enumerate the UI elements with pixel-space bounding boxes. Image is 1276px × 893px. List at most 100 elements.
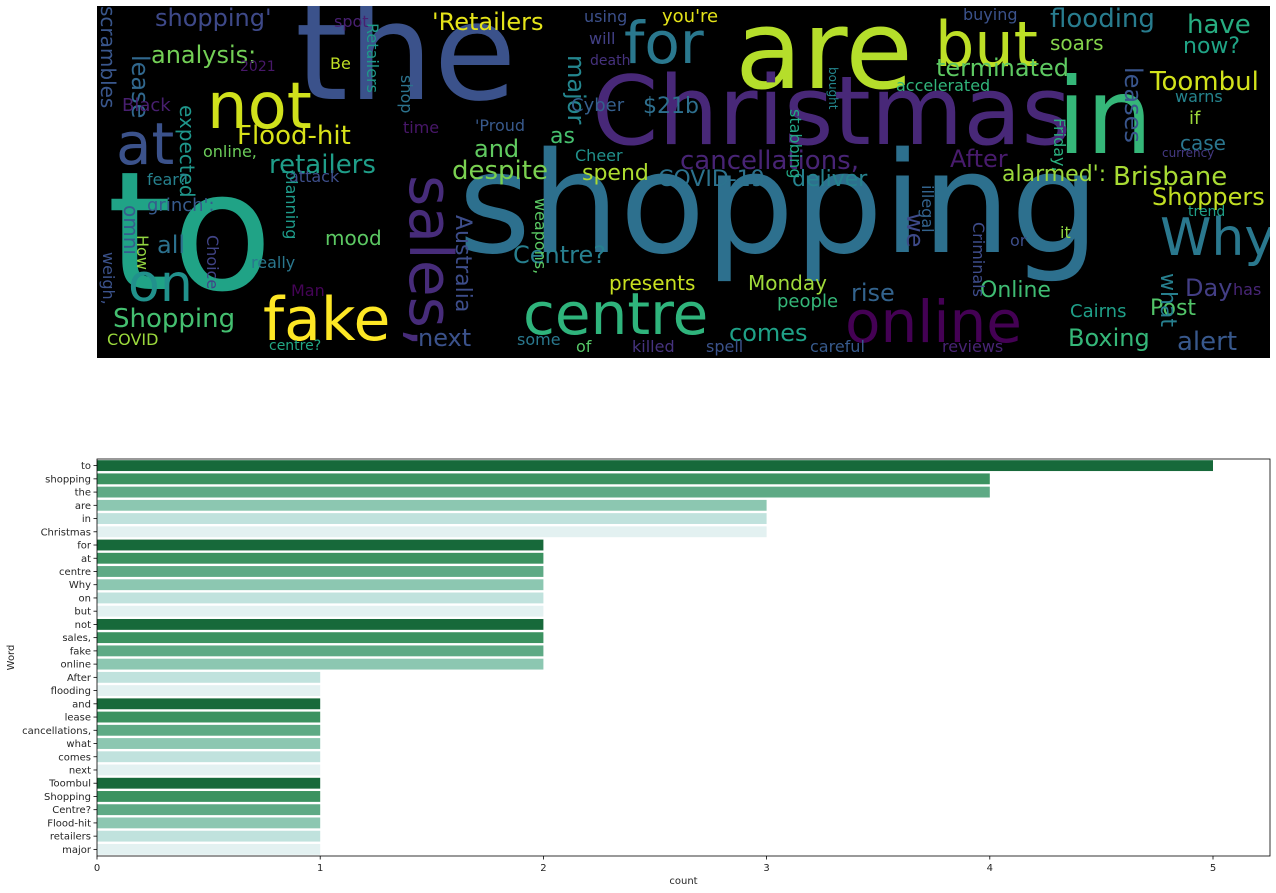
cloud-word: presents xyxy=(609,271,696,295)
cloud-word: Australia xyxy=(450,215,475,313)
cloud-word: How xyxy=(133,235,152,270)
cloud-word: online, xyxy=(203,142,257,161)
x-axis-label: count xyxy=(669,876,697,887)
y-tick-label: next xyxy=(69,765,91,776)
cloud-word: time xyxy=(403,118,440,137)
bar xyxy=(97,605,544,617)
bar xyxy=(97,671,321,683)
cloud-word: using xyxy=(584,7,628,26)
cloud-word: killed xyxy=(632,337,675,356)
cloud-word: Be xyxy=(330,54,351,73)
cloud-word: has xyxy=(1233,280,1262,299)
y-tick-label: After xyxy=(67,673,92,684)
cloud-word: shop xyxy=(397,75,416,114)
cloud-word: fear? xyxy=(147,170,188,189)
cloud-word: alert xyxy=(1177,327,1238,357)
cloud-word: despite xyxy=(452,156,548,186)
y-tick-label: centre xyxy=(59,567,91,578)
cloud-word: Shopping xyxy=(113,304,236,334)
y-tick-label: Christmas xyxy=(41,527,91,538)
cloud-word: buying xyxy=(963,6,1018,24)
y-tick-label: on xyxy=(79,593,91,604)
cloud-word: Christmas xyxy=(592,57,1071,167)
x-ticks: 0 1 2 3 4 5 xyxy=(94,856,1216,874)
bar xyxy=(97,804,321,816)
cloud-word: trend xyxy=(1188,204,1226,220)
cloud-word: Cairns xyxy=(1070,301,1127,322)
y-tick-label: to xyxy=(81,461,91,472)
x-tick-label: 3 xyxy=(763,863,769,874)
cloud-word: people xyxy=(777,291,839,312)
word-count-bar-chart: to shopping the are in Christmas for at centre Wh… xyxy=(6,458,1271,887)
y-axis-label: Word xyxy=(6,645,17,671)
cloud-word: scrambles xyxy=(97,6,120,109)
cloud-word: case xyxy=(1180,131,1226,155)
bar xyxy=(97,830,321,842)
y-tick-label: flooding xyxy=(51,686,91,697)
bar xyxy=(97,724,321,736)
cloud-word: on xyxy=(128,254,193,314)
bar xyxy=(97,566,544,577)
cloud-word: shopping' xyxy=(155,6,272,32)
cloud-word: Brisbane xyxy=(1113,162,1228,192)
cloud-word: COVID-19 xyxy=(658,167,765,192)
cloud-word: COVID xyxy=(107,330,159,349)
y-tick-label: in xyxy=(82,514,91,525)
y-tick-label: online xyxy=(60,660,91,671)
cloud-word: comes xyxy=(729,319,808,347)
cloud-word: Day xyxy=(1185,274,1233,302)
bar xyxy=(97,738,321,749)
cloud-word: 'Retailers xyxy=(432,8,544,36)
cloud-word: some xyxy=(517,330,561,349)
y-tick-label: Flood-hit xyxy=(47,818,91,829)
bar xyxy=(97,526,767,538)
cloud-word: to xyxy=(107,136,273,328)
cloud-word: Boxing xyxy=(1068,324,1150,352)
cloud-word: Toombul xyxy=(1150,67,1259,97)
y-tick-label: for xyxy=(77,541,92,552)
cloud-word: as xyxy=(550,124,575,149)
cloud-word: shopping xyxy=(458,123,1100,286)
cloud-word: in xyxy=(1057,56,1153,178)
y-tick-label: what xyxy=(66,739,91,750)
bar xyxy=(97,486,990,498)
cloud-word: bought xyxy=(826,67,840,110)
cloud-word: you're xyxy=(662,6,719,27)
cloud-word: now? xyxy=(1183,34,1241,59)
plot-frame xyxy=(96,458,1271,857)
y-tick-label: major xyxy=(62,845,92,856)
cloud-word: planning xyxy=(282,170,301,240)
y-tick-label: the xyxy=(75,488,91,499)
cloud-word: careful xyxy=(810,337,865,356)
cloud-word: deliver xyxy=(792,167,868,192)
cloud-word: Man xyxy=(291,281,325,300)
cloud-word: warns xyxy=(1175,87,1223,106)
cloud-word: Why xyxy=(1160,208,1270,268)
cloud-word: soars xyxy=(1050,31,1104,55)
cloud-word: 2021 xyxy=(240,59,276,75)
cloud-word: Retailers xyxy=(363,23,382,93)
y-tick-label: Why xyxy=(69,580,91,591)
cloud-word: Friday, xyxy=(1050,118,1069,172)
bar xyxy=(97,777,321,789)
cloud-word: Black xyxy=(122,95,171,116)
cloud-word: $21b xyxy=(643,94,699,119)
cloud-word: cancellations, xyxy=(680,146,859,176)
cloud-word: currency xyxy=(1162,146,1215,160)
x-tick-label: 5 xyxy=(1210,863,1216,874)
bar xyxy=(97,658,544,670)
cloud-word: death xyxy=(590,53,631,69)
cloud-word: fake xyxy=(263,285,391,355)
bar xyxy=(97,592,544,604)
bar xyxy=(97,632,544,644)
bar xyxy=(97,645,544,657)
cloud-word: flooding xyxy=(1050,6,1155,34)
cloud-word: it xyxy=(1060,223,1071,242)
cloud-word: spend xyxy=(582,161,649,186)
cloud-word: After xyxy=(950,145,1008,173)
cloud-word: online xyxy=(845,288,1022,356)
bar xyxy=(97,513,767,524)
cloud-word: the xyxy=(295,6,517,131)
x-tick-label: 0 xyxy=(94,863,100,874)
bar xyxy=(97,460,1213,472)
